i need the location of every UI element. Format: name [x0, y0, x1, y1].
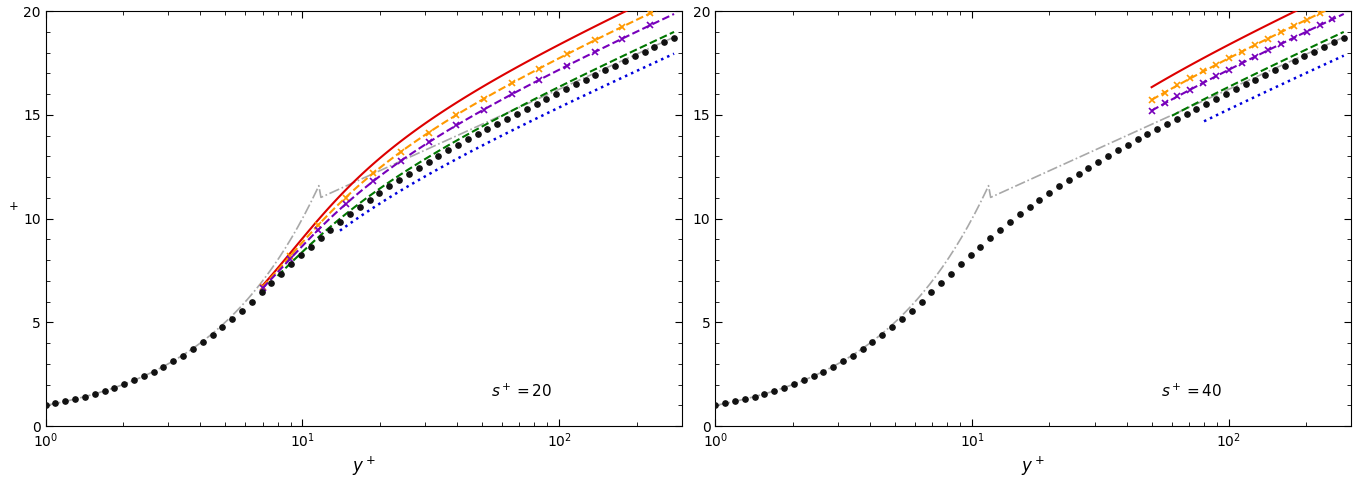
Text: $s^+ = 40$: $s^+ = 40$	[1160, 383, 1221, 400]
Y-axis label: $^+$: $^+$	[5, 200, 19, 219]
X-axis label: $y^+$: $y^+$	[1022, 455, 1045, 479]
Text: $s^+ = 20$: $s^+ = 20$	[491, 383, 552, 400]
X-axis label: $y^+$: $y^+$	[351, 455, 376, 479]
